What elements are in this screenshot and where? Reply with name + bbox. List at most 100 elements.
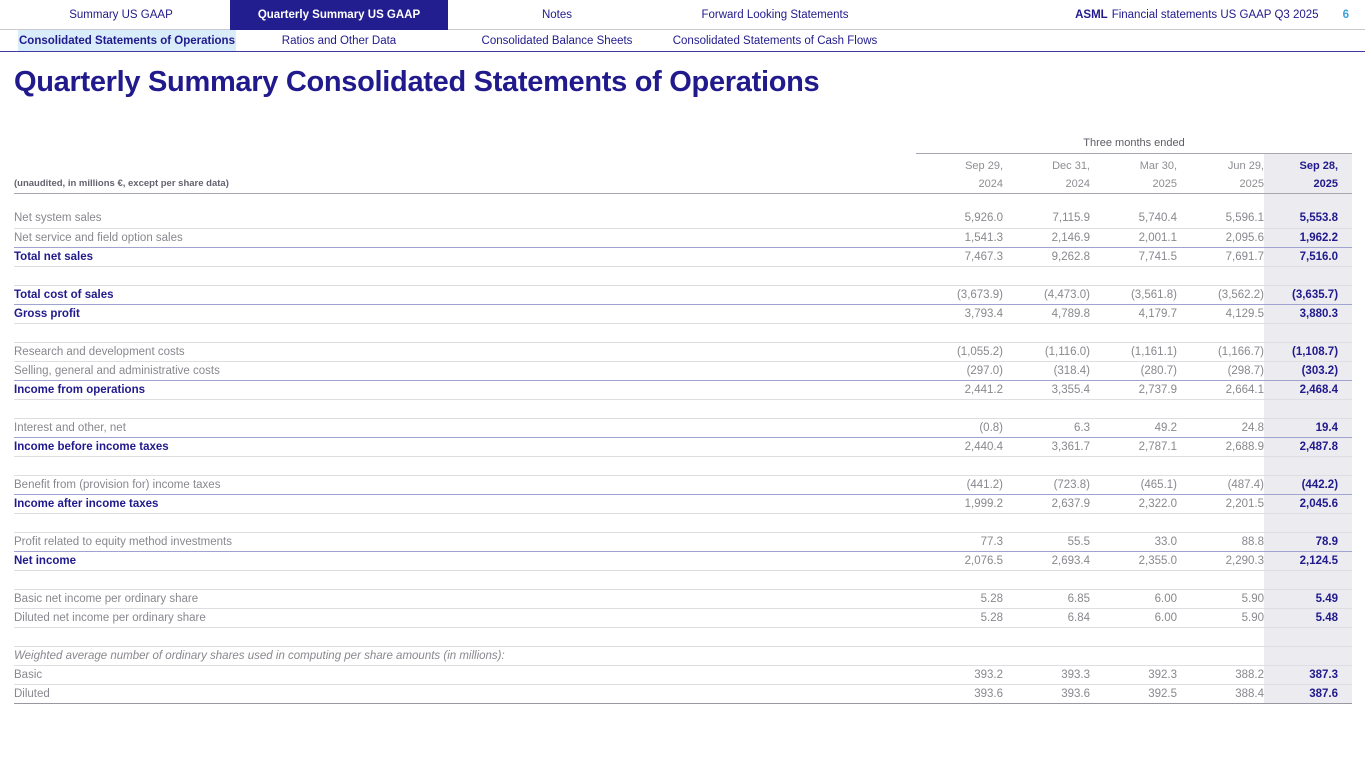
- table-row: Profit related to equity method investme…: [14, 532, 1353, 552]
- value-cell: 3,361.7: [1003, 437, 1090, 457]
- value-cell: [1090, 193, 1177, 209]
- value-current-quarter: 5.49: [1264, 589, 1353, 609]
- value-cell: (465.1): [1090, 475, 1177, 495]
- value-cell: [1003, 513, 1090, 533]
- value-cell: [916, 513, 1003, 533]
- value-current-quarter: [1264, 456, 1353, 476]
- column-header-date: Sep 29,: [965, 159, 1003, 172]
- column-header-year: 2025: [1239, 177, 1264, 190]
- value-cell: [1090, 323, 1177, 343]
- value-cell: (3,561.8): [1090, 285, 1177, 305]
- value-cell: [1003, 456, 1090, 476]
- value-current-quarter: (442.2): [1264, 475, 1353, 495]
- value-cell: [916, 266, 1003, 286]
- table-row: Income after income taxes 1,999.2 2,637.9 2…: [14, 494, 1353, 514]
- column-header-date: Mar 30,: [1139, 159, 1177, 172]
- value-current-quarter: 2,487.8: [1264, 437, 1353, 457]
- tab-notes[interactable]: Notes: [541, 8, 573, 21]
- table-row: Selling, general and administrative cost…: [14, 361, 1353, 381]
- document-header: ASML Financial statements US GAAP Q3 202…: [1075, 0, 1365, 29]
- row-label: [14, 627, 916, 647]
- value-cell: (280.7): [1090, 361, 1177, 381]
- value-current-quarter: [1264, 323, 1353, 343]
- table-row: Benefit from (provision for) income taxe…: [14, 475, 1353, 495]
- row-label: [14, 266, 916, 286]
- value-cell: [916, 323, 1003, 343]
- value-cell: 5.28: [916, 589, 1003, 609]
- table-blank-row: [14, 323, 1353, 343]
- value-cell: 393.3: [1003, 665, 1090, 685]
- subtab-ratios-and-other-data[interactable]: Ratios and Other Data: [281, 34, 397, 47]
- value-cell: [1090, 266, 1177, 286]
- value-cell: 2,637.9: [1003, 494, 1090, 514]
- row-label: Total cost of sales: [14, 285, 916, 305]
- value-current-quarter: [1264, 266, 1353, 286]
- value-current-quarter: 2,045.6: [1264, 494, 1353, 514]
- value-cell: (0.8): [916, 418, 1003, 438]
- row-label: [14, 513, 916, 533]
- subtab-consolidated-balance-sheets[interactable]: Consolidated Balance Sheets: [481, 34, 633, 47]
- subtab-consolidated-statements-of-operations[interactable]: Consolidated Statements of Operations: [18, 30, 236, 51]
- row-label: Selling, general and administrative cost…: [14, 361, 916, 381]
- row-label: Net service and field option sales: [14, 228, 916, 248]
- value-cell: (3,562.2): [1177, 285, 1264, 305]
- value-cell: 2,322.0: [1090, 494, 1177, 514]
- value-cell: 2,095.6: [1177, 228, 1264, 248]
- value-current-quarter: [1264, 399, 1353, 419]
- value-cell: [1003, 266, 1090, 286]
- value-cell: 2,001.1: [1090, 228, 1177, 248]
- value-cell: [1177, 627, 1264, 647]
- subtab-consolidated-statements-of-cash-flows[interactable]: Consolidated Statements of Cash Flows: [672, 34, 878, 47]
- value-cell: 6.84: [1003, 608, 1090, 628]
- value-cell: (1,161.1): [1090, 342, 1177, 362]
- value-current-quarter: 78.9: [1264, 532, 1353, 552]
- row-label: [14, 399, 916, 419]
- span-header-row: Three months ended: [14, 133, 1353, 154]
- tab-quarterly-summary-us-gaap[interactable]: Quarterly Summary US GAAP: [230, 0, 448, 30]
- value-cell: [1090, 399, 1177, 419]
- value-cell: [1177, 399, 1264, 419]
- value-cell: [916, 646, 1003, 666]
- subbar-left-pad: [0, 30, 12, 51]
- row-label: Basic net income per ordinary share: [14, 589, 916, 609]
- value-current-quarter: (303.2): [1264, 361, 1353, 381]
- row-label: Income from operations: [14, 380, 916, 400]
- table-note: (unaudited, in millions €, except per sh…: [14, 153, 916, 194]
- value-cell: (487.4): [1177, 475, 1264, 495]
- value-cell: 393.6: [1003, 684, 1090, 704]
- value-cell: 4,789.8: [1003, 304, 1090, 324]
- value-cell: 3,355.4: [1003, 380, 1090, 400]
- table-row: Total cost of sales (3,673.9) (4,473.0) (3,…: [14, 285, 1353, 305]
- value-cell: 392.3: [1090, 665, 1177, 685]
- value-cell: 7,467.3: [916, 247, 1003, 267]
- row-label: Diluted net income per ordinary share: [14, 608, 916, 628]
- value-cell: [916, 193, 1003, 209]
- value-cell: 2,076.5: [916, 551, 1003, 571]
- tab-forward-looking-statements[interactable]: Forward Looking Statements: [701, 8, 849, 21]
- row-label: Basic: [14, 665, 916, 685]
- table-blank-row: [14, 456, 1353, 476]
- value-current-quarter: 2,468.4: [1264, 380, 1353, 400]
- value-cell: 393.2: [916, 665, 1003, 685]
- column-header: Jun 29, 2025: [1177, 153, 1264, 194]
- table-row: Net income 2,076.5 2,693.4 2,355.0 2,290.3 2,…: [14, 551, 1353, 571]
- span-header-spacer: [14, 133, 916, 153]
- tab-summary-us-gaap[interactable]: Summary US GAAP: [69, 8, 173, 21]
- value-cell: 55.5: [1003, 532, 1090, 552]
- value-cell: (297.0): [916, 361, 1003, 381]
- value-cell: [916, 570, 1003, 590]
- value-cell: 1,999.2: [916, 494, 1003, 514]
- span-header-three-months-ended: Three months ended: [916, 133, 1353, 154]
- table-body: Net system sales 5,926.0 7,115.9 5,740.4 5,5…: [14, 193, 1353, 704]
- column-header-year: 2024: [978, 177, 1003, 190]
- row-label: Interest and other, net: [14, 418, 916, 438]
- value-cell: 2,664.1: [1177, 380, 1264, 400]
- table-row: Net system sales 5,926.0 7,115.9 5,740.4 5,5…: [14, 209, 1353, 229]
- value-cell: (4,473.0): [1003, 285, 1090, 305]
- value-current-quarter: 1,962.2: [1264, 228, 1353, 248]
- page-title: Quarterly Summary Consolidated Statement…: [14, 66, 820, 98]
- value-current-quarter: 5,553.8: [1264, 209, 1353, 229]
- value-current-quarter: (1,108.7): [1264, 342, 1353, 362]
- table-blank-row: [14, 570, 1353, 590]
- table-row: Net service and field option sales 1,541.…: [14, 228, 1353, 248]
